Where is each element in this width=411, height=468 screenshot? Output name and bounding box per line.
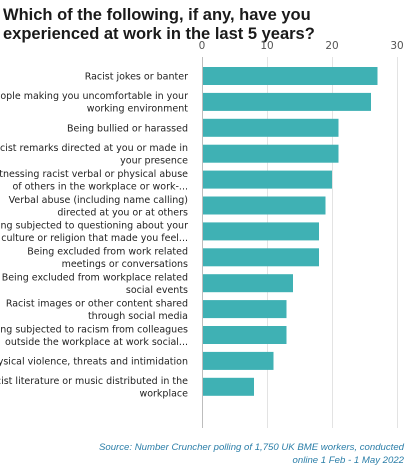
bar [203, 222, 319, 241]
bar [203, 248, 319, 267]
category-label: Being excluded from workplace related [2, 272, 188, 283]
gridlines [202, 57, 398, 428]
category-label: through social media [88, 311, 188, 322]
source-note-line-2: online 1 Feb - 1 May 2022 [293, 455, 405, 466]
bars [203, 67, 378, 396]
category-label: culture or religion that made you feel..… [1, 233, 188, 244]
x-tick-label: 20 [325, 40, 338, 52]
category-label: Being subjected to racism from colleague… [0, 324, 188, 335]
bar [203, 351, 274, 370]
category-label: Being bullied or harassed [67, 123, 188, 134]
source-note-line-1: Source: Number Cruncher polling of 1,750… [99, 442, 405, 453]
bar [203, 67, 378, 85]
category-label: social events [126, 285, 188, 296]
bar [203, 326, 287, 344]
category-label: of others in the workplace or work-... [12, 181, 188, 192]
bar [203, 144, 339, 163]
category-label: directed at you or at others [57, 207, 188, 218]
category-labels: Racist jokes or banter People making you … [0, 72, 188, 400]
category-label: your presence [120, 155, 188, 166]
category-label: Verbal abuse (including name calling) [9, 195, 188, 206]
bar [203, 170, 332, 189]
category-label: Physical violence, threats and intimidat… [0, 356, 188, 367]
bar [203, 377, 254, 396]
category-label: Racist images or other content shared [6, 298, 188, 309]
category-label: meetings or conversations [62, 259, 188, 270]
category-label: People making you uncomfortable in your [0, 91, 188, 102]
category-label: Racist jokes or banter [85, 72, 188, 83]
x-axis-ticks: 0 10 20 30 [199, 40, 404, 52]
category-label: Witnessing racist verbal or physical abu… [0, 169, 188, 180]
bar [203, 118, 339, 137]
category-label: working environment [87, 104, 188, 115]
chart-title-line-2: experienced at work in the last 5 years? [3, 25, 315, 43]
category-label: outside the workplace at work social... [5, 337, 188, 348]
category-label: Racist literature or music distributed i… [0, 376, 188, 387]
chart-title-line-1: Which of the following, if any, have you [3, 6, 311, 24]
category-label: Being subjected to questioning about you… [0, 221, 188, 232]
x-tick-label: 30 [390, 40, 403, 52]
category-label: workplace [139, 389, 188, 400]
bar [203, 300, 287, 319]
x-tick-label: 0 [199, 40, 206, 52]
category-label: Racist remarks directed at you or made i… [0, 143, 188, 154]
bar [203, 196, 326, 215]
bar [203, 92, 371, 111]
category-label: Being excluded from work related [27, 247, 188, 258]
bar [203, 274, 293, 293]
x-tick-label: 10 [260, 40, 273, 52]
